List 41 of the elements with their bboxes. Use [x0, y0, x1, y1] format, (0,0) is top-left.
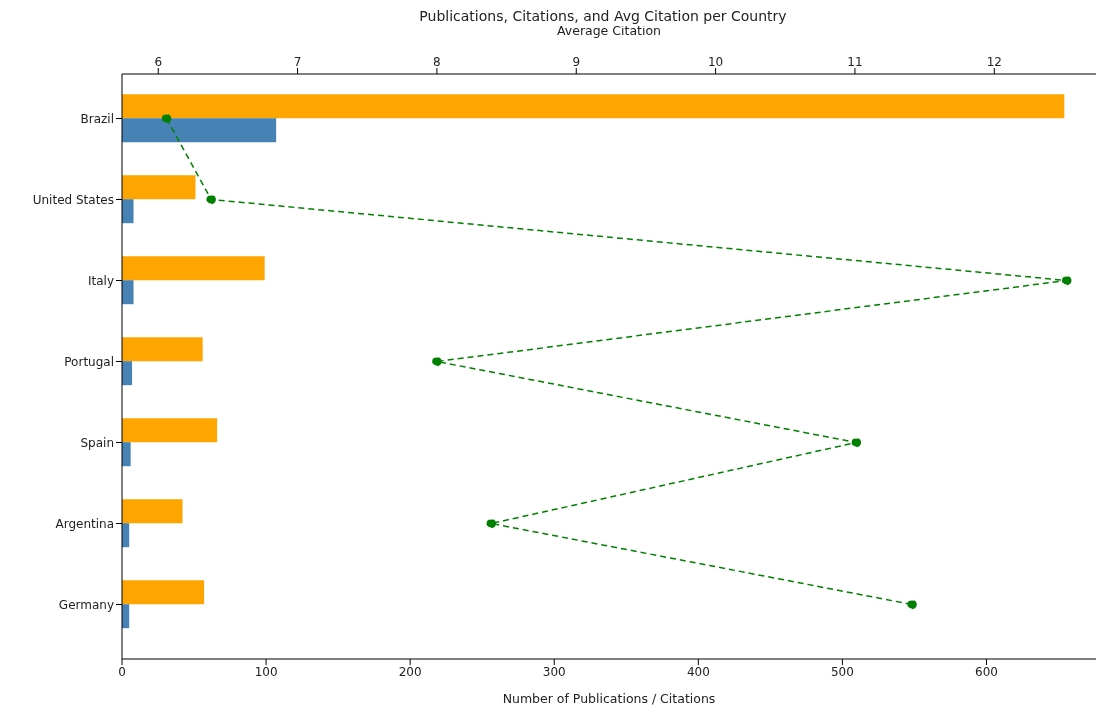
point: [907, 599, 917, 610]
point: [206, 194, 216, 205]
bar: [122, 418, 218, 443]
point: [851, 437, 862, 448]
x-axis-title: Number of Publications / Citations: [502, 691, 716, 706]
point: [1061, 275, 1072, 286]
y-tick-label: Italy: [87, 273, 114, 288]
x2-tick-label: 8: [433, 55, 441, 69]
bar: [122, 118, 277, 143]
y-tick-label: Argentina: [55, 516, 114, 531]
bar: [122, 337, 203, 362]
y-tick-label: Germany: [58, 597, 114, 612]
x2-tick-label: 6: [154, 55, 163, 69]
x-tick-label: 400: [686, 664, 710, 679]
x-tick-label: 600: [975, 664, 998, 679]
point: [432, 356, 442, 367]
bar: [122, 199, 134, 224]
bar: [122, 499, 183, 524]
bar: [122, 94, 1065, 119]
x2-tick-label: 12: [986, 55, 1002, 69]
x-tick-label: 300: [542, 664, 566, 679]
x2-tick-label: 10: [707, 55, 724, 69]
y-tick-label: Portugal: [64, 354, 114, 369]
point: [486, 518, 497, 529]
bar: [122, 280, 134, 305]
y-tick-label: Brazil: [80, 111, 114, 126]
x2-tick-label: 9: [572, 55, 581, 69]
bar: [122, 442, 131, 467]
point: [161, 113, 172, 124]
bar: [122, 580, 205, 605]
bar: [122, 175, 196, 200]
y-tick-label: United States: [32, 192, 114, 207]
x2-tick-label: 11: [847, 55, 863, 69]
x-tick-label: 0: [118, 664, 126, 679]
x-tick-label: 200: [398, 664, 422, 679]
bar: [122, 256, 265, 281]
x2-tick-label: 7: [293, 55, 302, 69]
chart-title: Publications, Citations, and Avg Citation per Country: [418, 8, 788, 26]
y-tick-label: Spain: [80, 435, 114, 450]
x-tick-label: 100: [254, 664, 278, 679]
x-tick-label: 500: [830, 664, 854, 679]
